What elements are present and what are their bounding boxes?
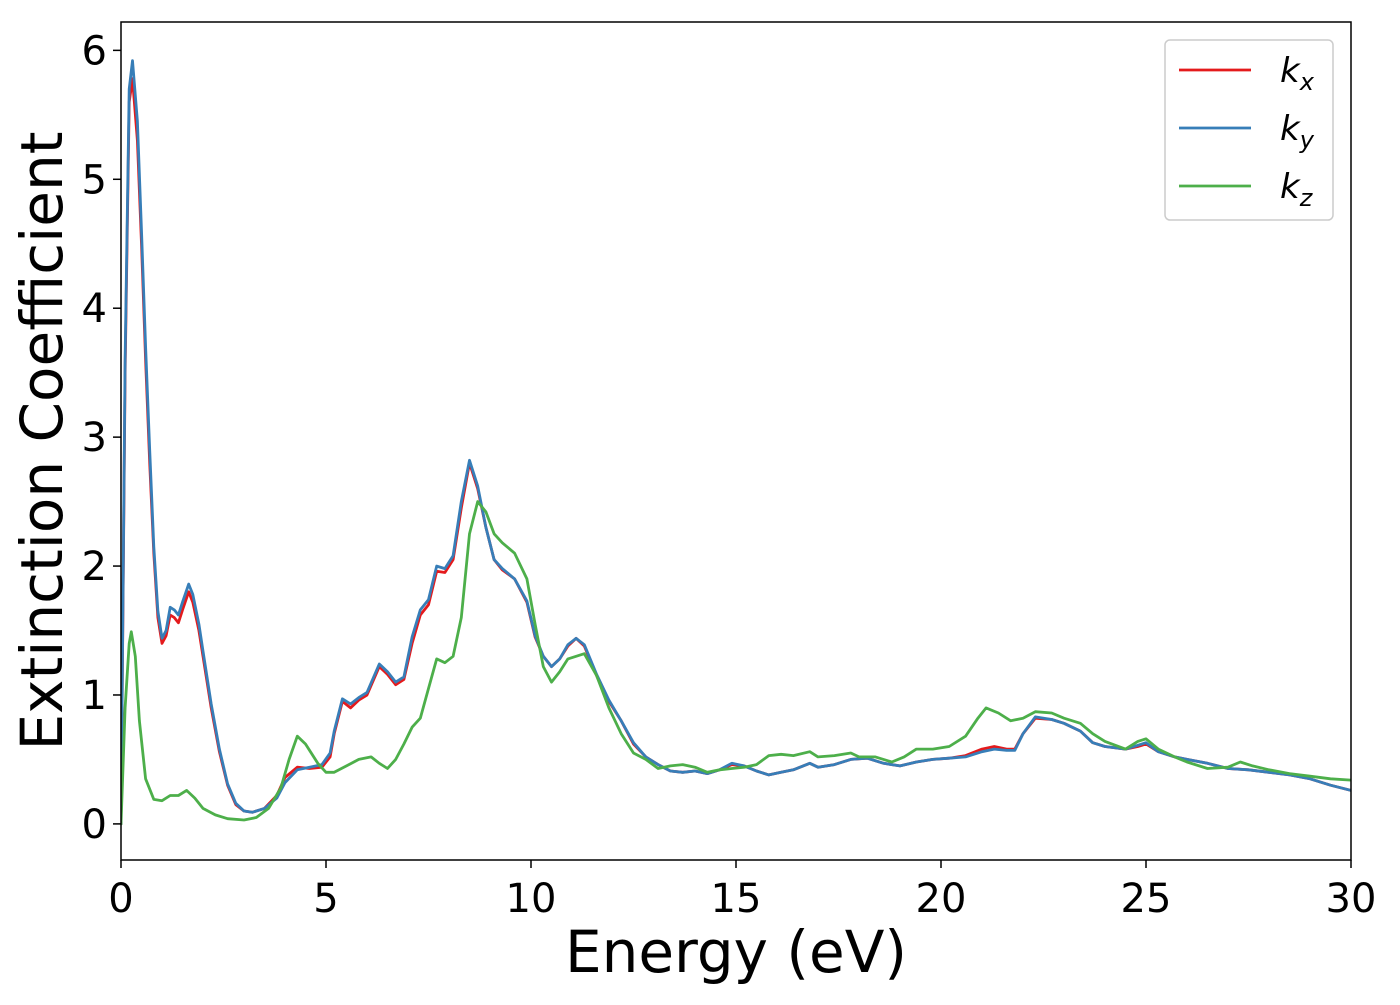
x-axis-ticks: 0 5 10 15 20 25 30 <box>108 860 1376 922</box>
legend-subscript: z <box>1299 184 1314 212</box>
y-axis-label: Extinction Coefficient <box>8 132 76 751</box>
y-tick-label: 5 <box>82 157 107 203</box>
x-tick-label: 10 <box>506 876 557 922</box>
y-tick-label: 4 <box>82 286 107 332</box>
x-tick-label: 25 <box>1121 876 1172 922</box>
x-tick-label: 20 <box>916 876 967 922</box>
legend-subscript: x <box>1299 68 1315 96</box>
x-tick-label: 5 <box>313 876 338 922</box>
y-tick-label: 6 <box>82 28 107 74</box>
legend-subscript: y <box>1299 126 1315 154</box>
series-layer <box>121 59 1351 826</box>
y-tick-label: 0 <box>82 802 107 848</box>
legend-label-kz: kz <box>1280 167 1314 212</box>
series-line-kz <box>121 500 1351 826</box>
x-tick-label: 0 <box>108 876 133 922</box>
x-tick-label: 15 <box>711 876 762 922</box>
y-tick-label: 1 <box>82 673 107 719</box>
x-axis-label: Energy (eV) <box>565 918 907 986</box>
y-tick-label: 3 <box>82 415 107 461</box>
y-axis-ticks: 0 1 2 3 4 5 6 <box>82 28 121 848</box>
series-line-ky <box>121 59 1351 826</box>
legend-box <box>1164 39 1334 221</box>
y-tick-label: 2 <box>82 544 107 590</box>
x-tick-label: 30 <box>1326 876 1377 922</box>
